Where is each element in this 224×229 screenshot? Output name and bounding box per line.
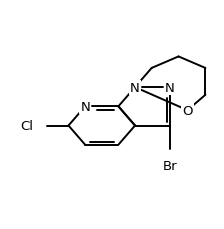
Text: N: N xyxy=(165,81,174,94)
Text: O: O xyxy=(182,104,193,117)
Text: Br: Br xyxy=(162,159,177,172)
Text: Cl: Cl xyxy=(20,120,33,132)
Text: N: N xyxy=(80,100,90,113)
Text: N: N xyxy=(130,81,140,94)
